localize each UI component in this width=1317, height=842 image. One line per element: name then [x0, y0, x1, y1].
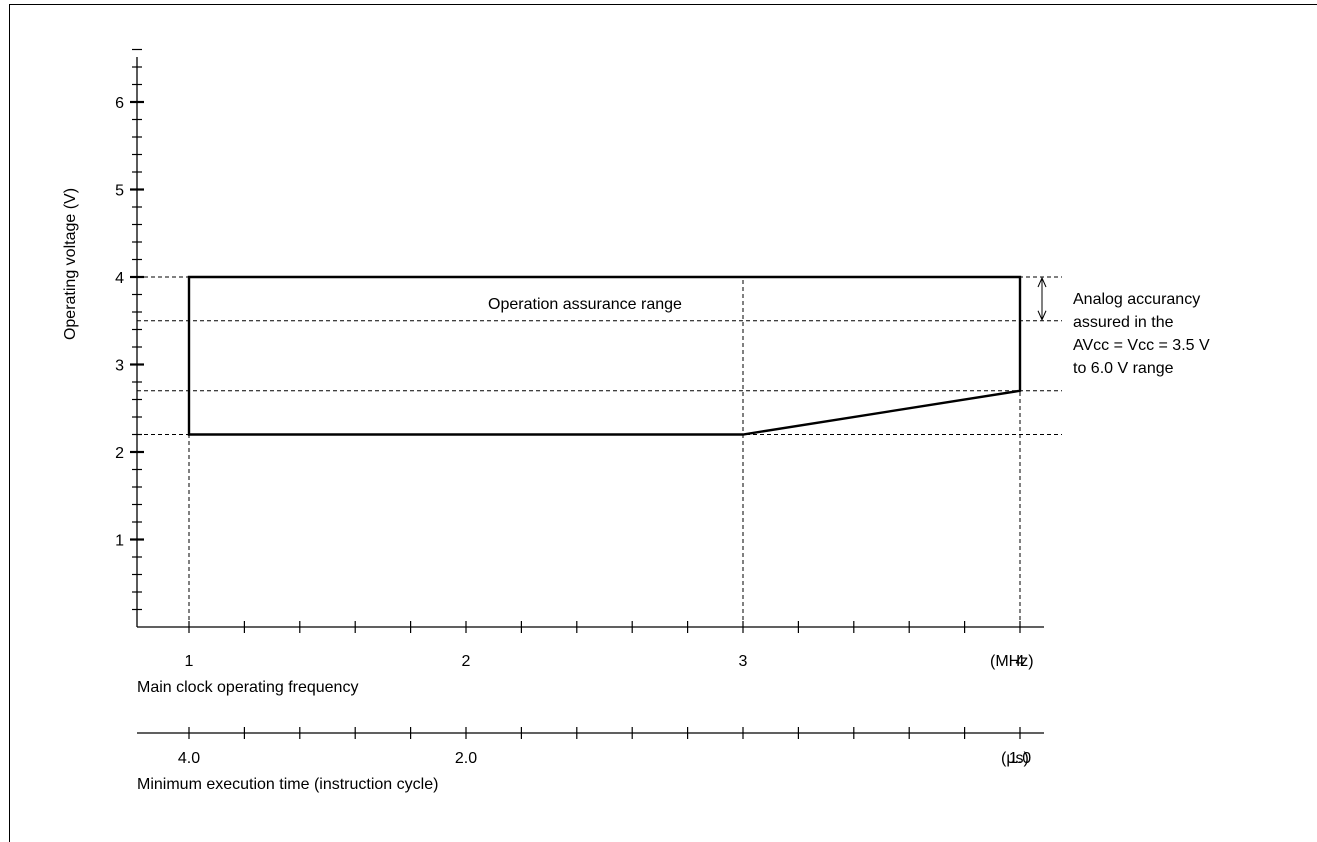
x-tick-label: 4: [1016, 653, 1025, 670]
y-tick-label: 4: [115, 270, 124, 287]
region-label: Operation assurance range: [488, 296, 682, 313]
y-tick-label: 5: [115, 183, 124, 200]
arrow-head-up: [1037, 276, 1047, 288]
y-tick-label: 2: [115, 445, 124, 462]
axes: [130, 48, 1044, 739]
operation-region: [187, 275, 1022, 436]
guide-lines: [137, 276, 1062, 627]
x-tick-label: 3: [739, 653, 748, 670]
arrow-head-down: [1037, 310, 1047, 321]
annotation-text-line: AVcc = Vcc = 3.5 V: [1073, 337, 1210, 354]
x-tick-label: 2: [462, 653, 471, 670]
y-tick-label: 3: [115, 358, 124, 375]
x-axis-unit: (MHz): [990, 653, 1034, 670]
x2-axis-unit: (µs): [1001, 750, 1029, 767]
x2-tick-label: 1.0: [1009, 750, 1031, 767]
annotation-text-line: to 6.0 V range: [1073, 360, 1174, 377]
axis-labels: 1 2 3 4 5 6 1 2 3 4 4.0 2.0 1.0: [115, 95, 1031, 767]
annotation-text-line: Analog accurancy: [1073, 291, 1200, 308]
operation-range-boundary: [187, 275, 1022, 436]
x2-tick-label: 4.0: [178, 750, 200, 767]
y-tick-label: 1: [115, 533, 124, 550]
annotation-text-line: assured in the: [1073, 314, 1174, 331]
y-tick-label: 6: [115, 95, 124, 112]
x-axis-title: Main clock operating frequency: [137, 679, 358, 696]
analog-accuracy-annotation: Analog accurancy assured in the AVcc = Vcc…: [1037, 276, 1210, 377]
x2-tick-label: 2.0: [455, 750, 477, 767]
x2-axis-title: Minimum execution time (instruction cycl…: [137, 776, 438, 793]
y-axis-title: Operating voltage (V): [62, 188, 79, 340]
x-tick-label: 1: [185, 653, 194, 670]
